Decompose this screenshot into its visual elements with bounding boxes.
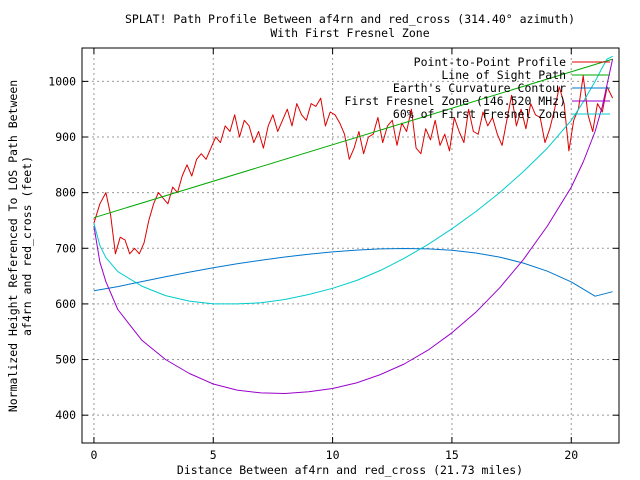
y-tick-label: 400 <box>55 408 76 422</box>
chart-title-line-1: SPLAT! Path Profile Between af4rn and re… <box>125 12 575 26</box>
y-tick-label: 800 <box>55 186 76 200</box>
legend-label: Point-to-Point Profile <box>414 55 566 69</box>
y-tick-label: 500 <box>55 353 76 367</box>
legend-label: Line of Sight Path <box>441 68 566 82</box>
point-to-point-profile-line <box>93 75 614 255</box>
series-lines <box>93 55 614 394</box>
legend-label: 60% of First Fresnel Zone <box>393 107 566 121</box>
legend-label: First Fresnel Zone (146.520 MHz) <box>344 94 566 108</box>
legend-label: Earth's Curvature Contour <box>393 81 566 95</box>
y-axis-label-line-2: af4rn and red_cross (feet) <box>20 156 34 336</box>
y-tick-label: 700 <box>55 241 76 255</box>
chart-title-line-2: With First Fresnel Zone <box>270 26 429 40</box>
earth-curvature-line <box>93 248 613 297</box>
plot-area-border <box>81 47 620 444</box>
sixty-percent-fresnel-line <box>93 55 613 305</box>
y-tick-label: 1000 <box>48 74 76 88</box>
x-tick-label: 15 <box>445 448 459 462</box>
x-tick-label: 0 <box>90 448 97 462</box>
x-axis-label: Distance Between af4rn and red_cross (21… <box>177 463 523 477</box>
x-tick-label: 10 <box>326 448 340 462</box>
y-tick-label: 600 <box>55 297 76 311</box>
x-axis-ticks: 0 5 10 15 20 <box>90 48 578 462</box>
y-tick-label: 900 <box>55 130 76 144</box>
x-tick-label: 20 <box>564 448 578 462</box>
first-fresnel-zone-line <box>93 58 614 394</box>
y-axis-ticks: 400 500 600 700 800 900 1000 <box>48 74 619 422</box>
x-tick-label: 5 <box>210 448 217 462</box>
y-axis-label-line-1: Normalized Height Referenced To LOS Path… <box>6 80 20 412</box>
line-of-sight-line <box>93 58 613 219</box>
